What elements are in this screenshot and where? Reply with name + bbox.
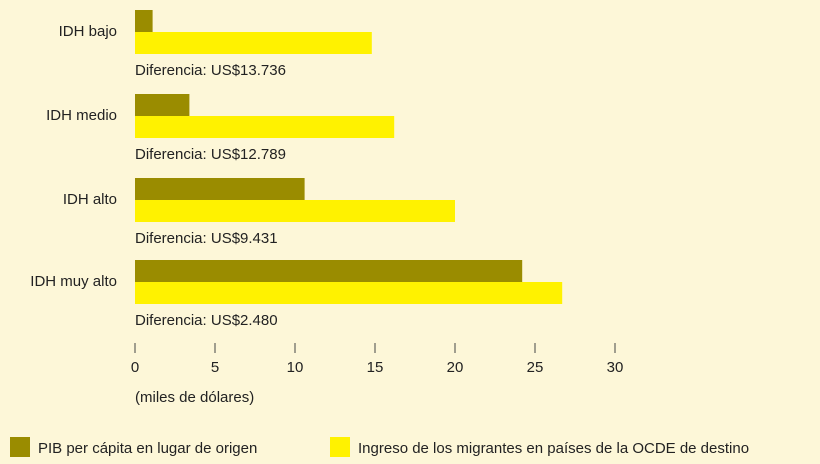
- x-tick-label: 15: [367, 359, 384, 376]
- annotation: Diferencia: US$13.736: [135, 62, 286, 79]
- category-label: IDH alto: [63, 191, 117, 208]
- x-tick-label: 5: [211, 359, 219, 376]
- bar: [135, 94, 190, 116]
- annotation: Diferencia: US$2.480: [135, 312, 278, 329]
- bar: [135, 116, 395, 138]
- legend-label: Ingreso de los migrantes en países de la…: [358, 440, 749, 457]
- legend-label: PIB per cápita en lugar de origen: [38, 440, 257, 457]
- bar: [135, 200, 455, 222]
- legend-swatch: [10, 437, 30, 457]
- bar: [135, 178, 305, 200]
- x-tick-label: 30: [607, 359, 624, 376]
- bar: [135, 10, 153, 32]
- bar: [135, 32, 372, 54]
- bar: [135, 282, 563, 304]
- x-tick-label: 0: [131, 359, 139, 376]
- annotation: Diferencia: US$12.789: [135, 146, 286, 163]
- category-label: IDH muy alto: [30, 273, 117, 290]
- bar: [135, 260, 523, 282]
- x-axis-label: (miles de dólares): [135, 389, 254, 406]
- category-label: IDH bajo: [59, 23, 117, 40]
- x-tick-label: 25: [527, 359, 544, 376]
- category-label: IDH medio: [46, 107, 117, 124]
- legend-swatch: [330, 437, 350, 457]
- x-tick-label: 10: [287, 359, 304, 376]
- x-tick-label: 20: [447, 359, 464, 376]
- annotation: Diferencia: US$9.431: [135, 230, 278, 247]
